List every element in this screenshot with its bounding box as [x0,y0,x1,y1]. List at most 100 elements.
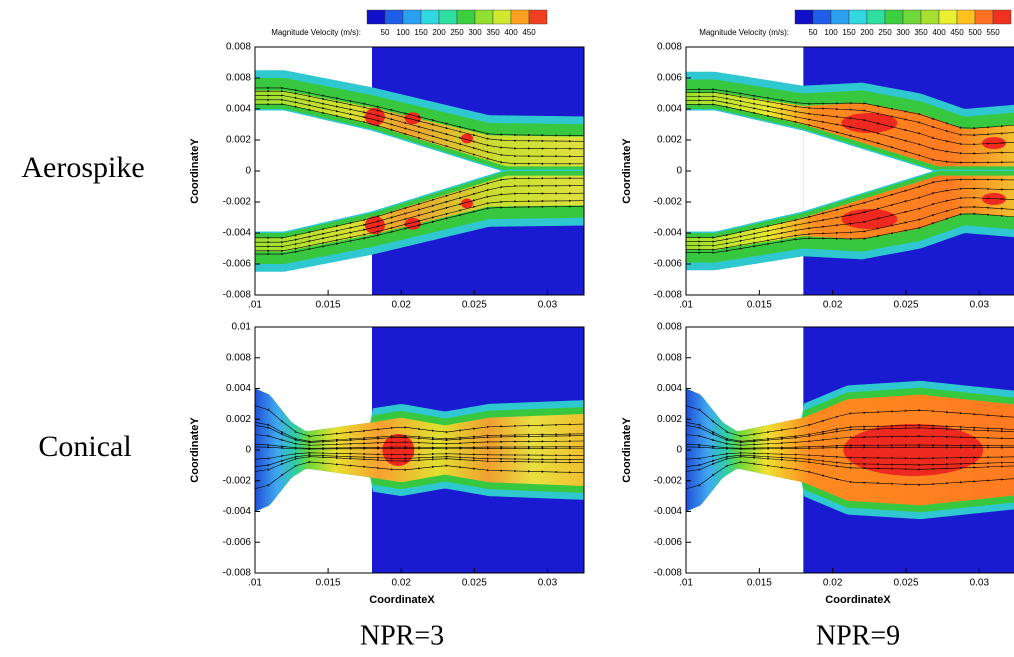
colorbar-tick-label: 450 [522,28,536,37]
y-tick-label: -0.002 [654,197,683,208]
x-axis-label: CoordinateX [369,594,435,606]
y-tick-label: 0.008 [657,42,682,53]
x-tick-label: 0.015 [747,578,772,589]
y-tick-label: -0.006 [654,537,683,548]
y-tick-label: -0.002 [654,475,683,486]
row-label: Conical [38,430,131,463]
colorbar-cell [474,9,494,25]
colorbar-cell [938,9,958,25]
x-tick-label: 0.03 [970,300,990,311]
x-tick-label: 0.02 [823,300,843,311]
colorbar-tick-label: 350 [486,28,500,37]
y-tick-label: 0.008 [657,352,682,363]
y-tick-label: -0.004 [223,506,252,517]
colorbar-cell [420,9,440,25]
x-tick-label: .01 [679,578,693,589]
colorbar-cell [992,9,1012,25]
colorbar-tick-label: 550 [986,28,1000,37]
colorbar-cell [794,9,814,25]
y-axis-label: CoordinateY [189,417,201,483]
y-tick-label: -0.006 [223,537,252,548]
x-tick-label: 0.02 [391,578,411,589]
colorbar-tick-label: 200 [432,28,446,37]
y-tick-label: 0.002 [226,135,251,146]
colorbar-cell [974,9,994,25]
y-tick-label: 0.004 [657,104,682,115]
streamline [255,425,584,444]
y-tick-label: 0.006 [657,73,682,84]
column-label: NPR=9 [816,620,900,651]
contour-plot [686,327,1014,573]
colorbar-cell [848,9,868,25]
y-tick-label: -0.004 [223,228,252,239]
y-tick-label: 0 [245,445,251,456]
colorbar-cell [812,9,832,25]
y-tick-label: 0 [245,166,251,177]
streamline [686,445,1014,451]
x-tick-label: 0.02 [391,300,411,311]
y-axis-label: CoordinateY [621,417,633,483]
colorbar-cell [920,9,940,25]
colorbar-cell [366,9,386,25]
y-tick-label: -0.002 [223,475,252,486]
colorbar-cell [456,9,476,25]
contour-plot [255,47,584,295]
colorbar-cell [902,9,922,25]
y-tick-label: 0.01 [232,322,252,333]
colorbar-tick-label: 250 [878,28,892,37]
colorbar-cell [492,9,512,25]
y-tick-label: 0.002 [657,414,682,425]
colorbar-cell [384,9,404,25]
y-tick-label: 0 [676,166,682,177]
colorbar-cell [438,9,458,25]
x-tick-label: .01 [248,578,262,589]
column-label: NPR=3 [360,620,444,651]
y-tick-label: -0.008 [223,568,252,579]
x-tick-label: 0.015 [316,300,341,311]
y-tick-label: -0.004 [654,228,683,239]
colorbar-tick-label: 400 [504,28,518,37]
y-tick-label: 0.004 [226,104,251,115]
x-tick-label: .01 [248,300,262,311]
y-tick-label: -0.006 [223,259,252,270]
colorbar-tick-label: 350 [914,28,928,37]
colorbar-label: Magnitude Velocity (m/s): [271,28,361,37]
jet-peak [382,434,415,466]
streamline [255,451,584,460]
x-tick-label: 0.03 [970,578,990,589]
colorbar-cell [956,9,976,25]
colorbar-tick-label: 300 [896,28,910,37]
y-tick-label: -0.008 [654,290,683,301]
x-tick-label: 0.02 [823,578,843,589]
colorbar-tick-label: 300 [468,28,482,37]
x-tick-label: 0.025 [462,578,487,589]
colorbar-tick-label: 500 [968,28,982,37]
colorbar-cell [528,9,548,25]
row-label: Aerospike [21,151,144,184]
x-tick-label: 0.025 [893,300,918,311]
contour-plot [255,327,584,573]
y-tick-label: 0.002 [657,135,682,146]
x-axis-label: CoordinateX [825,594,891,606]
x-tick-label: 0.025 [893,578,918,589]
colorbar-tick-label: 450 [950,28,964,37]
y-tick-label: -0.002 [223,197,252,208]
y-tick-label: 0.008 [657,322,682,333]
streamline [686,88,1014,130]
colorbar-tick-label: 50 [381,28,390,37]
colorbar-tick-label: 100 [396,28,410,37]
colorbar-cell [402,9,422,25]
streamline [686,212,1014,254]
colorbar-tick-label: 150 [842,28,856,37]
streamline [255,86,584,137]
streamline [255,445,584,451]
y-tick-label: -0.004 [654,506,683,517]
y-tick-label: 0.008 [226,352,251,363]
y-tick-label: -0.008 [223,290,252,301]
y-axis-label: CoordinateY [621,138,633,204]
y-axis-label: CoordinateY [189,138,201,204]
colorbar-tick-label: 250 [450,28,464,37]
contour-plot [686,47,1014,295]
